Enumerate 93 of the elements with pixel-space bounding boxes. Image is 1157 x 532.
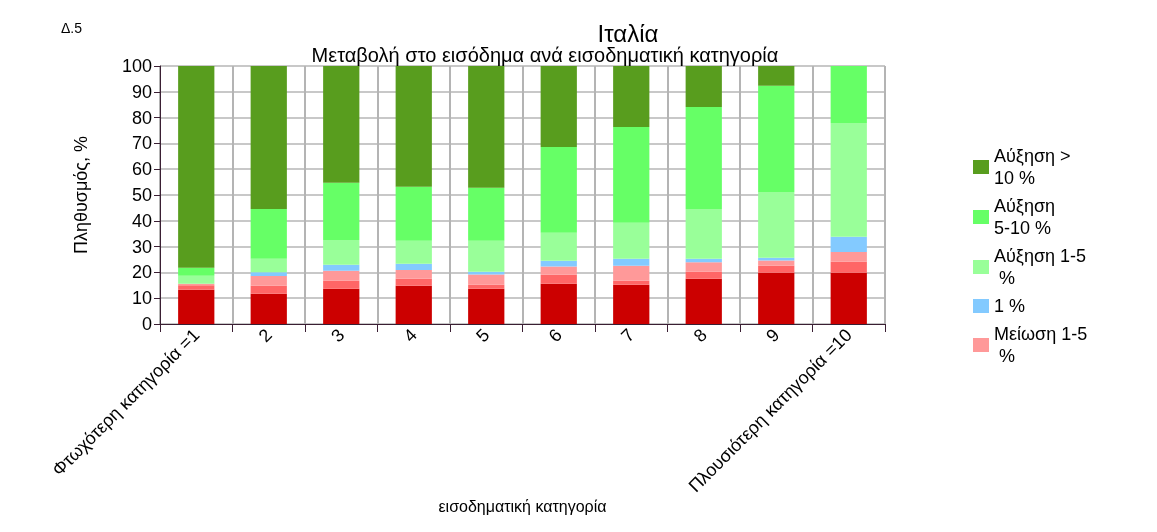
x-tick-label: 9 bbox=[762, 324, 784, 347]
x-tick-label: 3 bbox=[327, 324, 349, 347]
bar bbox=[830, 261, 867, 273]
bar bbox=[685, 208, 722, 259]
bar bbox=[540, 66, 577, 148]
bar bbox=[323, 270, 360, 281]
bar bbox=[468, 274, 505, 285]
bar bbox=[540, 147, 577, 233]
bar bbox=[323, 239, 360, 265]
bar bbox=[323, 288, 360, 324]
x-tick-label: 4 bbox=[399, 324, 421, 347]
y-tick-label: 40 bbox=[131, 210, 152, 231]
bar bbox=[685, 262, 722, 272]
x-tick-label: 5 bbox=[472, 324, 494, 347]
x-tick-label: 2 bbox=[254, 324, 276, 347]
bar bbox=[395, 263, 432, 271]
bar bbox=[250, 208, 287, 259]
bar bbox=[323, 182, 360, 240]
bar bbox=[323, 280, 360, 289]
bar bbox=[758, 85, 795, 192]
bar bbox=[395, 186, 432, 241]
bar bbox=[830, 252, 867, 262]
bar bbox=[250, 66, 287, 209]
bar bbox=[685, 278, 722, 324]
bar bbox=[178, 66, 215, 268]
y-tick-label: 70 bbox=[131, 133, 152, 154]
bar bbox=[758, 260, 795, 266]
y-tick-label: 100 bbox=[121, 56, 152, 76]
bar bbox=[613, 280, 650, 285]
y-tick-label: 60 bbox=[131, 159, 152, 180]
bar bbox=[540, 266, 577, 275]
bar bbox=[758, 257, 795, 261]
chart-title: Ιταλία bbox=[597, 19, 659, 47]
bar bbox=[468, 187, 505, 241]
bar bbox=[250, 293, 287, 324]
bar bbox=[250, 258, 287, 273]
legend-label: Μείωση 1-5 % bbox=[994, 324, 1088, 366]
bar bbox=[830, 272, 867, 324]
bar bbox=[395, 270, 432, 279]
bar bbox=[468, 284, 505, 289]
y-tick-label: 80 bbox=[131, 107, 152, 128]
bar bbox=[758, 272, 795, 324]
legend-label: Αύξηση > 10 % bbox=[994, 146, 1076, 188]
bar bbox=[323, 264, 360, 271]
legend-label: Αύξηση 1-5 % bbox=[994, 246, 1087, 288]
bar bbox=[685, 107, 722, 209]
legend-label: Αύξηση 5-10 % bbox=[994, 196, 1061, 238]
bar bbox=[685, 271, 722, 279]
bar bbox=[613, 265, 650, 281]
bar bbox=[613, 66, 650, 127]
bar bbox=[250, 276, 287, 286]
y-tick-label: 10 bbox=[131, 288, 152, 309]
y-tick-label: 20 bbox=[131, 262, 152, 283]
bar bbox=[178, 275, 215, 284]
bar bbox=[830, 123, 867, 237]
bar bbox=[250, 285, 287, 294]
bar bbox=[468, 288, 505, 324]
bar bbox=[613, 258, 650, 266]
bar bbox=[540, 283, 577, 324]
bar bbox=[830, 236, 867, 253]
bar bbox=[395, 278, 432, 286]
bar bbox=[250, 272, 287, 277]
x-axis-title: εισοδηματική κατηγορία bbox=[438, 498, 607, 516]
legend-label: 1 % bbox=[994, 296, 1026, 316]
bar bbox=[540, 232, 577, 261]
bar bbox=[758, 66, 795, 86]
bar bbox=[395, 285, 432, 324]
y-axis-title: Πληθυσμός, % bbox=[71, 135, 91, 255]
bar bbox=[323, 66, 360, 183]
bar bbox=[468, 66, 505, 188]
x-tick-label: 8 bbox=[689, 324, 711, 347]
x-tick-label: 6 bbox=[544, 324, 566, 347]
bar bbox=[613, 222, 650, 259]
bar bbox=[178, 267, 215, 276]
bar bbox=[758, 265, 795, 273]
text: Δ.5 bbox=[61, 20, 83, 36]
bar bbox=[178, 285, 215, 290]
bar bbox=[395, 240, 432, 264]
bar bbox=[613, 126, 650, 223]
y-tick-label: 30 bbox=[131, 236, 152, 257]
bar bbox=[395, 66, 432, 187]
y-tick-label: 90 bbox=[131, 81, 152, 102]
bar bbox=[613, 284, 650, 324]
y-tick-label: 50 bbox=[131, 185, 152, 205]
bar bbox=[830, 66, 867, 124]
bar bbox=[178, 289, 215, 324]
x-tick-label: 7 bbox=[617, 324, 639, 347]
chart-subtitle: Μεταβολή στο εισόδημα ανά εισοδηματική κατηγορία bbox=[311, 44, 779, 66]
bar bbox=[758, 191, 795, 258]
y-tick-label: 0 bbox=[141, 314, 152, 334]
bar bbox=[540, 274, 577, 284]
bar bbox=[685, 66, 722, 108]
bar bbox=[468, 240, 505, 272]
